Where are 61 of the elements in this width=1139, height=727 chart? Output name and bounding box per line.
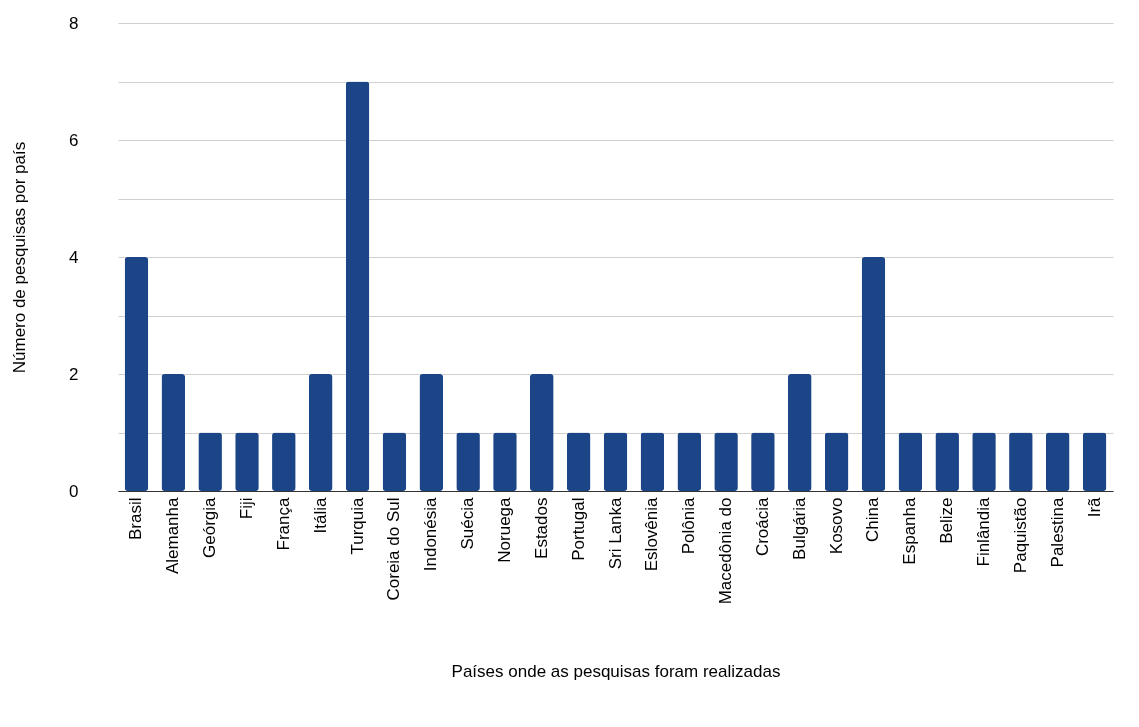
x-tick-label: Itália xyxy=(310,496,330,534)
bar xyxy=(1009,432,1033,491)
x-tick-label: Sri Lanka xyxy=(605,496,625,570)
x-tick-label: Palestina xyxy=(1047,496,1067,568)
bar xyxy=(714,432,738,491)
y-tick-label: 8 xyxy=(69,13,79,33)
x-tick-label: Portugal xyxy=(568,497,588,561)
bar xyxy=(972,432,996,491)
bar xyxy=(124,257,149,491)
x-tick-label: Turquia xyxy=(347,496,367,555)
bar xyxy=(382,432,407,491)
x-tick-label: Bulgária xyxy=(789,496,809,560)
bar xyxy=(566,432,591,491)
x-tick-label: Alemanha xyxy=(163,496,183,575)
x-tick-label: Belize xyxy=(937,497,957,544)
y-tick-label: 4 xyxy=(69,247,79,267)
x-tick-label: Brasil xyxy=(126,497,146,541)
x-tick-label: China xyxy=(863,496,883,542)
x-tick-label: Paquistão xyxy=(1010,497,1030,574)
bar xyxy=(198,432,222,491)
y-tick-label: 6 xyxy=(69,130,79,150)
y-tick-label: 2 xyxy=(69,364,79,384)
bar xyxy=(345,81,370,491)
bar xyxy=(456,432,480,491)
x-tick-label: França xyxy=(273,496,293,551)
bar xyxy=(1045,432,1070,491)
x-tick-label: Irã xyxy=(1084,496,1104,518)
x-tick-label: Finlândia xyxy=(974,496,994,567)
bar xyxy=(308,374,333,491)
bar xyxy=(1082,432,1107,491)
y-tick-label: 0 xyxy=(69,481,79,501)
y-axis-title: Número de pesquisas por país xyxy=(10,141,30,374)
bar xyxy=(530,374,554,491)
x-tick-label: Macedônia do xyxy=(716,497,736,605)
bar xyxy=(824,432,849,491)
x-tick-label: Coreia do Sul xyxy=(384,497,404,601)
bar xyxy=(419,374,444,491)
bar xyxy=(677,432,701,491)
bar xyxy=(161,374,186,491)
x-tick-label: Noruega xyxy=(494,496,514,563)
x-axis-title: Países onde as pesquisas foram realizadas xyxy=(451,662,781,682)
x-tick-label: Geórgia xyxy=(200,496,220,558)
x-tick-label: Polônia xyxy=(679,496,699,555)
x-tick-label: Indonésia xyxy=(421,496,441,572)
bar xyxy=(787,374,812,491)
bar xyxy=(640,432,665,491)
x-tick-label: Fiji xyxy=(236,497,256,520)
x-tick-label: Suécia xyxy=(458,496,478,550)
bar xyxy=(272,432,296,491)
bar xyxy=(751,432,775,491)
x-tick-label: Eslovênia xyxy=(642,496,662,572)
bar xyxy=(898,432,923,491)
bar xyxy=(861,257,886,491)
x-tick-label: Estados xyxy=(531,497,551,559)
x-tick-label: Croácia xyxy=(752,496,772,557)
x-tick-label: Kosovo xyxy=(826,497,846,555)
bar xyxy=(603,432,628,491)
x-tick-label: Espanha xyxy=(900,496,920,565)
bar xyxy=(935,432,959,491)
bar xyxy=(235,432,259,491)
bar xyxy=(493,432,517,491)
